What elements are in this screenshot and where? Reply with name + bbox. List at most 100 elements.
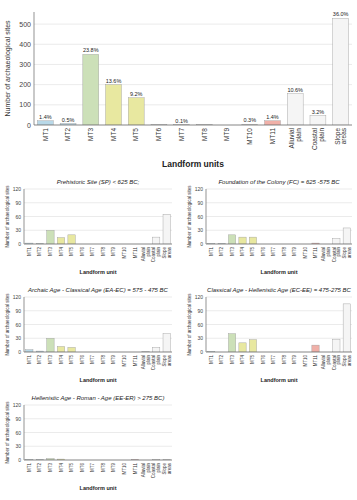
grid-line bbox=[24, 446, 172, 447]
y-axis-line bbox=[24, 189, 25, 244]
x-tick-label: MT9 bbox=[223, 128, 230, 141]
x-tick-label-line: MT1 bbox=[42, 128, 49, 141]
x-tick-label: MT7 bbox=[271, 247, 276, 256]
x-tick-label: Alluvialplain bbox=[321, 355, 331, 370]
x-tick-label: MT11 bbox=[133, 355, 138, 367]
x-tick-label-line: MT3 bbox=[48, 355, 53, 364]
bar-annotation: 0.1% bbox=[175, 118, 188, 124]
x-axis-line bbox=[206, 244, 352, 245]
grid-line bbox=[206, 202, 352, 203]
x-tick-label-line: MT3 bbox=[87, 128, 94, 141]
bar bbox=[57, 347, 64, 353]
x-tick-label-line: MT7 bbox=[90, 247, 95, 256]
x-tick-label-line: MT6 bbox=[80, 355, 85, 364]
grid-line bbox=[206, 310, 352, 311]
bar bbox=[163, 334, 170, 352]
y-tick-label: 60 bbox=[15, 322, 21, 328]
grid-line bbox=[206, 216, 352, 217]
bar bbox=[239, 237, 246, 244]
x-tick-label-line: MT11 bbox=[133, 247, 138, 259]
x-tick-label-line: MT10 bbox=[122, 247, 127, 259]
grid-line bbox=[206, 230, 352, 231]
x-axis-line bbox=[24, 244, 172, 245]
bar bbox=[239, 343, 246, 352]
x-tick-label-line: MT6 bbox=[80, 463, 85, 472]
grid-line bbox=[34, 24, 352, 25]
bar-annotation: 10.6% bbox=[287, 87, 303, 93]
x-tick-label: Coastalplain bbox=[332, 355, 342, 371]
x-tick-label: MT4 bbox=[240, 355, 245, 364]
x-tick-label-line: MT4 bbox=[59, 463, 64, 472]
x-tick-label: MT7 bbox=[90, 355, 95, 364]
x-tick-label: MT8 bbox=[101, 247, 106, 256]
grid-line bbox=[24, 338, 172, 339]
bar bbox=[83, 54, 99, 125]
x-tick-label-line: MT4 bbox=[110, 128, 117, 141]
y-tick-label: 500 bbox=[19, 21, 31, 28]
x-tick-label-line: plain bbox=[156, 247, 161, 257]
x-tick-label: MT5 bbox=[250, 355, 255, 364]
x-tick-label: MT6 bbox=[261, 247, 266, 256]
x-tick-label: MT3 bbox=[48, 463, 53, 472]
x-tick-label-line: MT5 bbox=[69, 247, 74, 256]
x-tick-label-line: MT2 bbox=[219, 355, 224, 364]
x-axis-line bbox=[24, 460, 172, 461]
y-tick-label: 120 bbox=[13, 402, 22, 408]
x-tick-label: MT5 bbox=[132, 128, 139, 141]
bar-annotation: 36.0% bbox=[333, 11, 349, 17]
bar-chart: 0306090120MT1MT2MT3MT4MT5MT6MT7MT8MT9MT1… bbox=[5, 395, 172, 491]
bar bbox=[106, 85, 122, 125]
x-axis-label: Landform unit bbox=[261, 269, 298, 275]
bar bbox=[68, 347, 75, 352]
x-tick-label-line: MT2 bbox=[219, 247, 224, 256]
y-axis-line bbox=[24, 405, 25, 460]
x-tick-label: MT10 bbox=[303, 355, 308, 367]
grid-line bbox=[24, 202, 172, 203]
chart-title: Hellenistic Age - Roman - Age (EE-ER) > … bbox=[32, 395, 165, 401]
x-tick-label: MT8 bbox=[282, 247, 287, 256]
x-tick-label: MT4 bbox=[59, 463, 64, 472]
y-tick-label: 90 bbox=[197, 200, 203, 206]
x-tick-label-line: MT6 bbox=[261, 355, 266, 364]
x-tick-label: MT7 bbox=[178, 128, 185, 141]
chart-title: Archaic Age - Classical Age (EA-EC) = 57… bbox=[27, 287, 168, 293]
x-tick-label-line: MT11 bbox=[269, 128, 276, 145]
x-tick-label: MT1 bbox=[42, 128, 49, 141]
y-tick-label: 60 bbox=[197, 322, 203, 328]
x-tick-label: MT1 bbox=[209, 355, 214, 364]
bar bbox=[333, 239, 340, 245]
x-tick-label-line: MT10 bbox=[122, 463, 127, 475]
x-tick-label: MT2 bbox=[64, 128, 71, 141]
grid-line bbox=[34, 125, 352, 126]
x-tick-label-line: MT1 bbox=[27, 247, 32, 256]
x-tick-label-line: areas bbox=[167, 246, 172, 258]
y-tick-label: 90 bbox=[15, 308, 21, 314]
x-tick-label-line: MT3 bbox=[230, 355, 235, 364]
bar bbox=[228, 334, 235, 352]
bar bbox=[128, 98, 144, 125]
x-tick-label-line: MT1 bbox=[209, 355, 214, 364]
x-tick-label-line: plain bbox=[326, 355, 331, 365]
x-tick-label-line: MT4 bbox=[240, 247, 245, 256]
x-tick-label: MT4 bbox=[110, 128, 117, 141]
y-tick-label: 30 bbox=[15, 335, 21, 341]
x-tick-label-line: MT2 bbox=[37, 463, 42, 472]
bar-annotation: 0.3% bbox=[244, 117, 257, 123]
x-tick-label: MT8 bbox=[101, 463, 106, 472]
y-tick-label: 60 bbox=[197, 214, 203, 220]
x-tick-label-line: areas bbox=[340, 127, 347, 144]
x-tick-label: Alluvialplain bbox=[321, 247, 331, 262]
x-tick-label: MT11 bbox=[269, 128, 276, 145]
x-tick-label: MT5 bbox=[250, 247, 255, 256]
x-tick-label: MT2 bbox=[37, 463, 42, 472]
bar-annotation: 9.2% bbox=[130, 91, 143, 97]
bar-chart: 0306090120MT1MT2MT3MT4MT5MT6MT7MT8MT9MT1… bbox=[5, 287, 172, 383]
bar-chart: 0306090120MT1MT2MT3MT4MT5MT6MT7MT8MT9MT1… bbox=[5, 179, 172, 275]
bar-annotation: 3.2% bbox=[312, 109, 325, 115]
y-tick-label: 120 bbox=[13, 186, 22, 192]
bar bbox=[312, 345, 319, 352]
x-tick-label: MT1 bbox=[27, 247, 32, 256]
x-tick-label-line: MT3 bbox=[48, 463, 53, 472]
x-tick-label-line: MT9 bbox=[223, 128, 230, 141]
bar bbox=[249, 340, 256, 352]
